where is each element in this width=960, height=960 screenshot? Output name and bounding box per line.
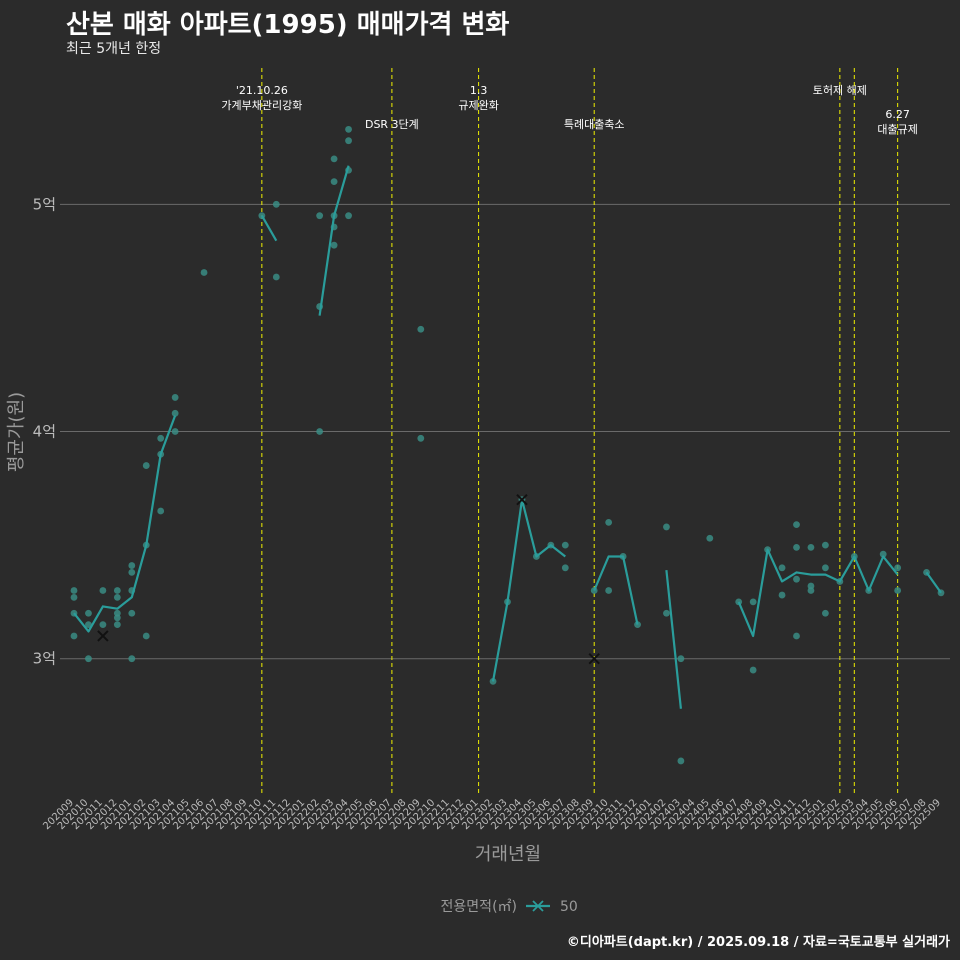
transaction-point (749, 666, 757, 674)
transaction-point (85, 621, 92, 629)
event-label: 6.27 (885, 108, 910, 121)
cross-marker (516, 493, 528, 506)
transaction-point (316, 428, 324, 435)
y-axis-title: 평균가(원) (6, 392, 27, 472)
transaction-point (330, 155, 338, 163)
transaction-point (417, 325, 425, 333)
transaction-point (793, 575, 800, 583)
transaction-point (113, 621, 121, 629)
transaction-point (677, 655, 685, 663)
transaction-point (561, 541, 569, 549)
transaction-point (128, 655, 136, 663)
transaction-point (807, 543, 815, 551)
transaction-point (663, 523, 670, 531)
transaction-point (778, 591, 786, 599)
cross-marker (588, 652, 600, 665)
transaction-point (171, 409, 179, 417)
transaction-point (778, 564, 786, 572)
transaction-point (345, 212, 352, 220)
transaction-point (128, 562, 136, 569)
transaction-point (634, 621, 641, 629)
transaction-point (793, 521, 800, 529)
transaction-point (879, 550, 887, 558)
transaction-point (822, 609, 829, 617)
transaction-point (807, 582, 815, 590)
transaction-point (272, 273, 280, 281)
y-tick-label: 3억 (33, 650, 56, 668)
transaction-point (894, 587, 902, 594)
event-label: DSR 3단계 (365, 118, 419, 131)
transaction-point (330, 178, 338, 185)
transaction-point (142, 462, 150, 469)
transaction-point (822, 564, 829, 572)
event-label: 특례대출축소 (564, 118, 625, 131)
transaction-point (113, 609, 121, 617)
event-label: 대출규제 (877, 123, 917, 136)
transaction-point (749, 598, 757, 606)
transaction-point (793, 543, 800, 551)
transaction-point (417, 434, 425, 442)
transaction-point (330, 241, 338, 249)
legend-cross-swatch (532, 900, 544, 912)
transaction-point (171, 394, 179, 401)
chart-title: 산본 매화 아파트(1995) 매매가격 변화 (66, 10, 510, 40)
series-line-50 (260, 215, 278, 242)
series-line-50 (925, 571, 942, 594)
legend-entry-label: 50 (560, 899, 578, 915)
transaction-point (605, 587, 613, 594)
event-label: 규제완화 (458, 99, 498, 112)
transaction-point (70, 632, 78, 640)
transaction-point (70, 593, 78, 601)
transaction-point (345, 137, 352, 145)
event-label: 가계부채관리강화 (221, 99, 302, 112)
x-axis-title: 거래년월 (475, 844, 541, 865)
transaction-point (99, 621, 107, 629)
cross-marker (97, 630, 109, 642)
transaction-point (171, 428, 179, 435)
event-label: '21.10.26 (236, 84, 288, 97)
y-tick-label: 5억 (33, 195, 56, 213)
transaction-point (142, 632, 150, 640)
event-label: 토허제 해제 (813, 83, 867, 97)
transaction-point (85, 609, 92, 617)
transaction-point (128, 568, 136, 576)
transaction-point (157, 507, 165, 515)
transaction-point (99, 587, 107, 594)
transaction-point (272, 200, 280, 208)
transaction-point (128, 609, 136, 617)
series-line-50 (318, 165, 350, 316)
transaction-point (677, 757, 685, 765)
transaction-point (113, 587, 121, 594)
series-line-50 (737, 548, 899, 638)
transaction-point (200, 269, 208, 276)
source-caption: ©디아파트(dapt.kr) / 2025.09.18 / 자료=국토교통부 실… (566, 935, 950, 950)
transaction-point (605, 518, 613, 526)
y-tick-label: 4억 (33, 423, 56, 441)
transaction-point (157, 434, 165, 442)
series-line-50 (491, 498, 566, 682)
transaction-point (894, 564, 902, 572)
transaction-point (316, 212, 324, 220)
transaction-point (793, 632, 800, 640)
transaction-point (822, 541, 829, 549)
chart-subtitle: 최근 5개년 한정 (66, 41, 162, 57)
transaction-point (70, 587, 78, 594)
transaction-point (663, 609, 670, 617)
transaction-point (561, 564, 569, 572)
series-line-50 (593, 555, 639, 625)
transaction-point (113, 593, 121, 601)
event-label: 1.3 (470, 84, 488, 97)
transaction-point (345, 125, 352, 133)
series-line-50 (73, 415, 177, 633)
series-line-50 (665, 569, 682, 709)
transaction-point (85, 655, 92, 663)
legend-title: 전용면적(㎡) (441, 899, 517, 915)
transaction-point (706, 534, 714, 542)
